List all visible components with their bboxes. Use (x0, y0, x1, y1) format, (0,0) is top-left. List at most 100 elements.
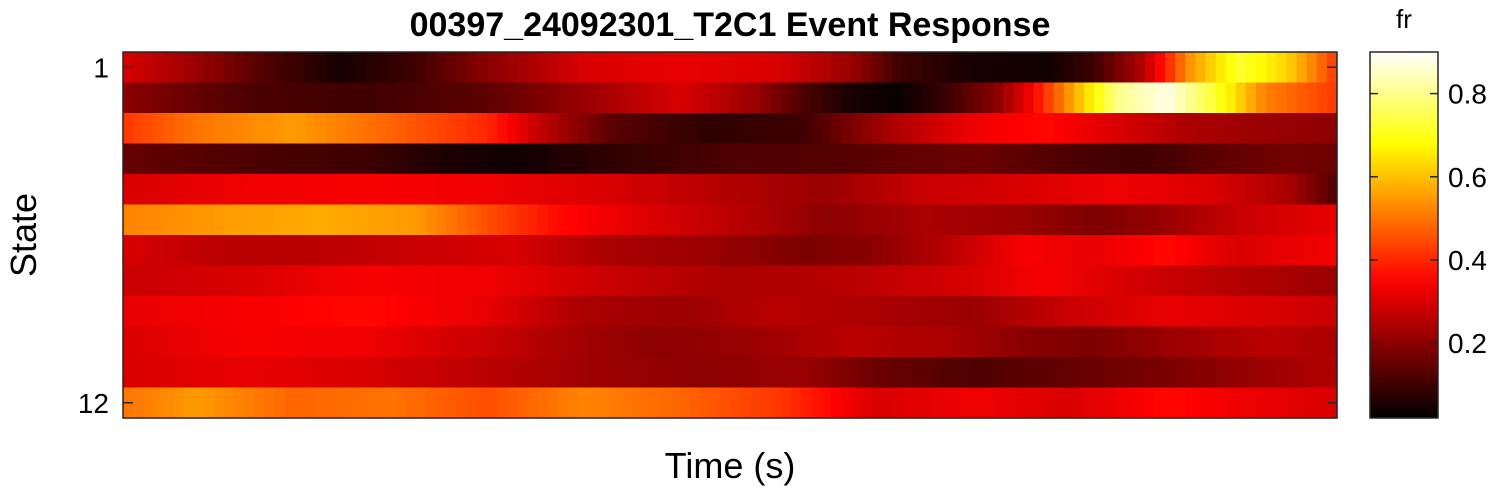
heatmap-cell (123, 82, 134, 114)
heatmap-cell (568, 52, 579, 84)
heatmap-cell (1165, 326, 1176, 358)
heatmap-cell (1195, 82, 1207, 114)
heatmap-cell (1124, 52, 1136, 84)
heatmap-cell (1154, 204, 1166, 236)
heatmap-cell (1013, 235, 1024, 267)
heatmap-cell (932, 326, 944, 358)
heatmap-cell (558, 265, 569, 297)
heatmap-cell (932, 387, 944, 419)
heatmap-cell (143, 326, 154, 358)
heatmap-cell (1266, 143, 1277, 175)
heatmap-cell (689, 296, 701, 328)
heatmap-cell (901, 174, 913, 206)
heatmap-cell (558, 296, 569, 328)
heatmap-cell (517, 387, 529, 419)
heatmap-cell (800, 235, 812, 267)
heatmap-cell (396, 204, 407, 236)
heatmap-cell (1205, 82, 1217, 114)
heatmap-cell (628, 235, 640, 267)
heatmap-cell (1053, 326, 1065, 358)
heatmap-cell (1144, 204, 1156, 236)
heatmap-cell (497, 387, 509, 419)
heatmap-cell (1134, 52, 1146, 84)
heatmap-cell (649, 113, 660, 145)
heatmap-cell (608, 387, 620, 419)
heatmap-cell (1003, 296, 1014, 328)
heatmap-cell (1144, 296, 1156, 328)
heatmap-cell (487, 235, 498, 267)
heatmap-cell (1286, 357, 1298, 389)
heatmap-cell (517, 296, 529, 328)
heatmap-cell (993, 265, 1004, 297)
heatmap-cell (1276, 204, 1288, 236)
heatmap-cell (173, 204, 185, 236)
heatmap-cell (537, 204, 549, 236)
heatmap-cell (912, 265, 923, 297)
heatmap-cell (446, 387, 458, 419)
heatmap-cell (719, 113, 731, 145)
heatmap-cell (284, 357, 296, 389)
heatmap-cell (234, 143, 245, 175)
heatmap-cell (274, 387, 286, 419)
heatmap-cell (214, 143, 225, 175)
heatmap-cell (810, 387, 822, 419)
heatmap-cell (547, 82, 559, 114)
heatmap-cell (740, 296, 751, 328)
heatmap-cell (274, 52, 286, 84)
heatmap-cell (274, 113, 286, 145)
heatmap-cell (426, 326, 438, 358)
heatmap-cell (618, 357, 630, 389)
heatmap-cell (972, 143, 984, 175)
heatmap-cell (750, 296, 761, 328)
heatmap-cell (426, 265, 438, 297)
heatmap-cell (608, 357, 620, 389)
heatmap-cell (649, 52, 660, 84)
heatmap-cell (709, 357, 721, 389)
heatmap-cell (1225, 265, 1237, 297)
heatmap-cell (1286, 235, 1298, 267)
heatmap-cell (851, 387, 863, 419)
heatmap-cell (649, 296, 660, 328)
heatmap-cell (507, 265, 519, 297)
heatmap-cell (1235, 204, 1247, 236)
heatmap-cell (325, 357, 337, 389)
heatmap-cell (1256, 143, 1267, 175)
heatmap-cell (1316, 113, 1328, 145)
heatmap-cell (375, 174, 387, 206)
heatmap-cell (618, 113, 630, 145)
heatmap-cell (740, 357, 751, 389)
heatmap-cell (942, 143, 954, 175)
heatmap-cell (1306, 113, 1318, 145)
heatmap-cell (770, 235, 782, 267)
heatmap-cell (244, 326, 256, 358)
heatmap-cell (1073, 113, 1085, 145)
heatmap-cell (659, 174, 670, 206)
heatmap-cell (123, 174, 134, 206)
heatmap-cell (871, 235, 883, 267)
heatmap-cell (568, 296, 579, 328)
heatmap-cell (335, 326, 347, 358)
heatmap-cell (588, 82, 600, 114)
heatmap-cell (760, 204, 772, 236)
heatmap-cell (1286, 296, 1298, 328)
heatmap-cell (861, 326, 873, 358)
heatmap-cell (719, 296, 731, 328)
heatmap-cell (1215, 52, 1227, 84)
heatmap-cell (679, 235, 691, 267)
heatmap-cell (578, 82, 589, 114)
heatmap-cell (244, 296, 256, 328)
heatmap-cell (527, 143, 539, 175)
heatmap-cell (426, 143, 438, 175)
heatmap-cell (386, 357, 397, 389)
heatmap-cell (446, 357, 458, 389)
heatmap-cell (517, 204, 529, 236)
heatmap-cell (163, 52, 175, 84)
heatmap-cell (810, 296, 822, 328)
heatmap-cell (365, 235, 377, 267)
heatmap-cell (163, 174, 175, 206)
heatmap-cell (881, 204, 893, 236)
heatmap-cell (1003, 82, 1014, 114)
heatmap-cell (466, 387, 478, 419)
heatmap-cell (709, 174, 721, 206)
heatmap-cell (770, 387, 782, 419)
